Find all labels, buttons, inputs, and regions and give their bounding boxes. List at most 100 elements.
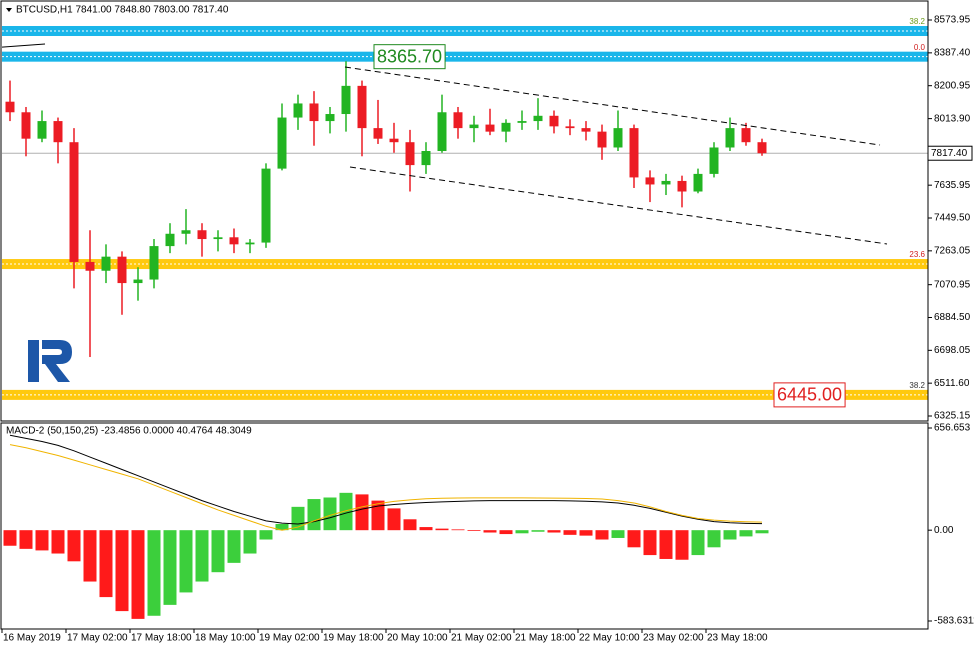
candle-body bbox=[421, 151, 431, 166]
level-label: 38.2 bbox=[909, 17, 925, 26]
histogram-bar bbox=[179, 530, 193, 593]
histogram-bar bbox=[515, 530, 529, 534]
trend-line bbox=[349, 166, 888, 245]
candle-body bbox=[101, 256, 111, 271]
candle-body bbox=[53, 121, 63, 143]
x-tick-label: 16 May 2019 bbox=[3, 633, 61, 644]
candle-body bbox=[245, 242, 255, 245]
level-label: 0.0 bbox=[914, 43, 926, 52]
candle-body bbox=[725, 128, 735, 148]
histogram-bar bbox=[323, 497, 337, 531]
histogram-bar bbox=[659, 530, 673, 559]
candle-body bbox=[197, 230, 207, 240]
indicator-line bbox=[9, 444, 763, 531]
candle-body bbox=[405, 142, 415, 166]
plot: 8365.70 6445.00 bbox=[1, 43, 928, 408]
histogram-bar bbox=[307, 499, 321, 531]
histogram-bar bbox=[131, 530, 145, 619]
y-tick-label: 6325.15 bbox=[934, 411, 971, 422]
candle-body bbox=[501, 122, 511, 132]
x-tick-label: 18 May 10:00 bbox=[195, 633, 256, 644]
x-tick-label: 22 May 10:00 bbox=[579, 633, 640, 644]
trend-line bbox=[1, 43, 46, 48]
level-band bbox=[2, 259, 928, 270]
candle-body bbox=[213, 237, 223, 240]
histogram-bar bbox=[579, 530, 593, 536]
logo bbox=[28, 340, 72, 382]
indicator-header: MACD-2 (50,150,25) -23.4856 0.0000 40.47… bbox=[6, 426, 252, 437]
candle-body bbox=[165, 233, 175, 247]
level-band bbox=[2, 389, 928, 400]
y-tick-label: 0.00 bbox=[934, 525, 954, 536]
histogram-bar bbox=[675, 530, 689, 560]
candle-body bbox=[341, 85, 351, 115]
candle-body bbox=[549, 115, 559, 127]
histogram-bar bbox=[3, 530, 17, 546]
y-tick-label: -583.6311 bbox=[934, 616, 974, 627]
histogram-bar bbox=[51, 530, 65, 554]
level-band bbox=[2, 51, 928, 62]
histogram-bar bbox=[707, 530, 721, 548]
candle-body bbox=[5, 101, 15, 113]
x-tick-label: 21 May 02:00 bbox=[451, 633, 512, 644]
y-tick-label: 656.653 bbox=[934, 423, 971, 434]
candle-body bbox=[133, 279, 143, 284]
x-tick-label: 19 May 02:00 bbox=[259, 633, 320, 644]
histogram-bar bbox=[611, 530, 625, 538]
y-tick-label: 7263.05 bbox=[934, 245, 971, 256]
histogram-bar bbox=[339, 492, 353, 531]
candle-body bbox=[85, 261, 95, 271]
histogram-bar bbox=[211, 530, 225, 573]
candle-body bbox=[517, 121, 527, 123]
candle-body bbox=[757, 142, 767, 154]
trend-line bbox=[344, 66, 881, 146]
level-label: 23.6 bbox=[909, 250, 925, 259]
level-label: 38.2 bbox=[909, 381, 925, 390]
candle-body bbox=[389, 138, 399, 143]
x-tick-label: 19 May 18:00 bbox=[323, 633, 384, 644]
candle-body bbox=[69, 142, 79, 262]
indicator-line bbox=[9, 434, 763, 525]
histogram-bar bbox=[531, 530, 545, 532]
macd-panel-frame bbox=[0, 422, 929, 630]
histogram-bar bbox=[163, 530, 177, 605]
candle-body bbox=[597, 131, 607, 148]
x-tick-label: 17 May 02:00 bbox=[67, 633, 128, 644]
current-price-label: 7817.40 bbox=[931, 148, 968, 159]
candle-body bbox=[709, 147, 719, 174]
candle-body bbox=[357, 85, 367, 129]
x-tick-label: 23 May 18:00 bbox=[707, 633, 768, 644]
histogram-bar bbox=[595, 530, 609, 540]
histogram-bar bbox=[499, 530, 513, 535]
y-tick-label: 8200.95 bbox=[934, 80, 971, 91]
histogram-bar bbox=[355, 494, 369, 531]
y-tick-label: 8573.95 bbox=[934, 15, 971, 26]
candle-body bbox=[677, 180, 687, 192]
histogram-bar bbox=[451, 529, 465, 531]
histogram-bar bbox=[35, 530, 49, 551]
y-tick-label: 6698.05 bbox=[934, 345, 971, 356]
histogram-bar bbox=[291, 506, 305, 531]
y-tick-label: 6511.60 bbox=[934, 378, 970, 389]
histogram-bar bbox=[563, 530, 577, 535]
y-tick-label: 7449.50 bbox=[934, 213, 971, 224]
candle-body bbox=[565, 126, 575, 129]
x-tick-label: 23 May 02:00 bbox=[643, 633, 704, 644]
bands: 38.2 0.0 23.6 38.2 bbox=[2, 17, 928, 400]
y-tick-label: 8013.90 bbox=[934, 113, 971, 124]
candle-body bbox=[117, 256, 127, 284]
main-panel-frame bbox=[0, 0, 929, 422]
y-tick-label: 7635.95 bbox=[934, 180, 971, 191]
candle-body bbox=[469, 124, 479, 129]
symbol-header: BTCUSD,H1 7841.00 7848.80 7803.00 7817.4… bbox=[16, 5, 229, 16]
histogram-bar bbox=[147, 530, 161, 616]
y-tick-label: 7070.95 bbox=[934, 279, 971, 290]
level-value-label: 6445.00 bbox=[777, 385, 842, 405]
histogram-bar bbox=[371, 500, 385, 531]
candle-body bbox=[629, 128, 639, 178]
candle-body bbox=[645, 177, 655, 185]
candle-body bbox=[37, 121, 47, 139]
